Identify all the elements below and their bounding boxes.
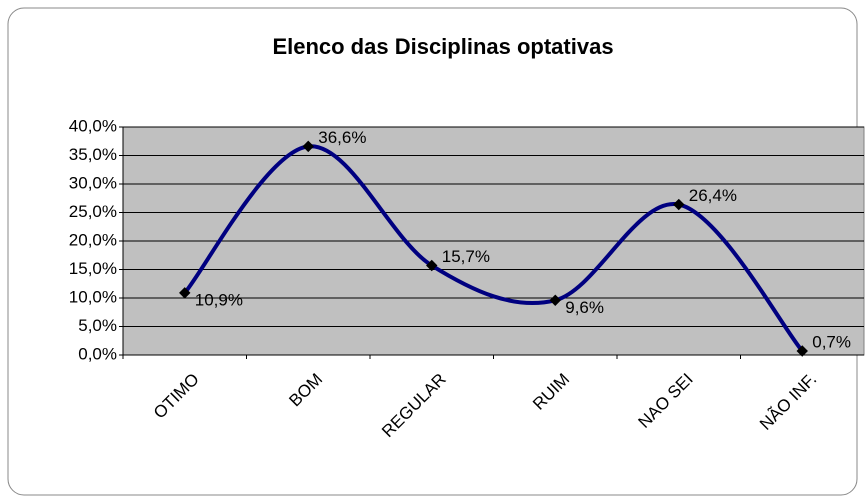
marker	[673, 198, 685, 211]
chart-title: Elenco das Disciplinas optativas	[272, 34, 613, 59]
data-label: 0,7%	[812, 332, 851, 351]
data-label: 10,9%	[195, 290, 243, 309]
y-tick-label: 5,0%	[78, 316, 117, 335]
data-label: 36,6%	[318, 128, 366, 147]
y-tick-label: 30,0%	[69, 173, 117, 192]
data-label: 9,6%	[565, 298, 604, 317]
line	[183, 144, 804, 353]
marker	[549, 294, 561, 306]
y-tick-label: 25,0%	[69, 202, 117, 221]
marker	[796, 345, 808, 357]
marker	[179, 287, 191, 299]
marker	[302, 140, 314, 153]
data-label: 15,7%	[442, 247, 490, 266]
data-label: 26,4%	[689, 186, 737, 205]
y-tick-label: 10,0%	[69, 287, 117, 306]
y-tick-label: 20,0%	[69, 230, 117, 249]
y-tick-label: 0,0%	[78, 344, 117, 363]
y-tick-label: 35,0%	[69, 145, 117, 164]
y-tick-label: 15,0%	[69, 259, 117, 278]
y-tick-label: 40,0%	[69, 116, 117, 135]
marker	[426, 259, 438, 272]
